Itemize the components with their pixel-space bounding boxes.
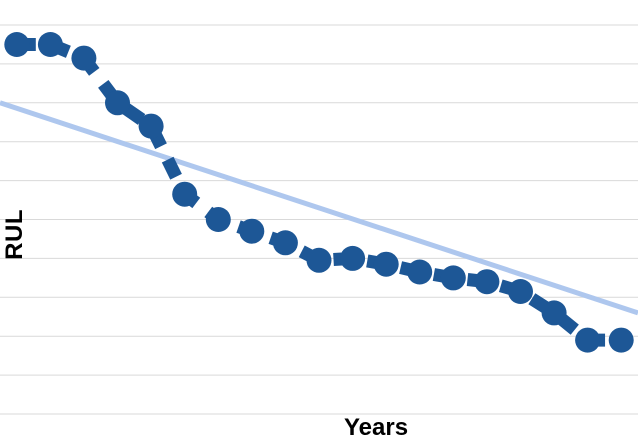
data-point-marker [205,207,231,232]
data-point-marker [37,32,63,57]
data-point-marker [272,230,298,256]
data-point-marker [239,218,265,244]
data-point-marker [440,265,466,291]
data-point-marker [340,245,366,271]
data-point-marker [105,90,130,116]
data-point-marker [508,279,533,304]
data-point-marker [306,247,332,273]
x-axis-label: Years [344,414,409,441]
data-point-marker [172,181,198,207]
data-point-marker [575,327,601,353]
data-point-marker [71,45,97,71]
data-point-marker [4,32,30,57]
linear-trend-line [0,100,638,316]
data-point-marker [541,300,567,326]
data-point-marker [407,259,433,285]
data-point-marker [373,251,399,277]
data-point-marker [608,327,634,353]
y-axis-label: RUL [1,209,28,260]
data-point-marker [138,113,164,139]
data-point-marker [474,269,500,295]
